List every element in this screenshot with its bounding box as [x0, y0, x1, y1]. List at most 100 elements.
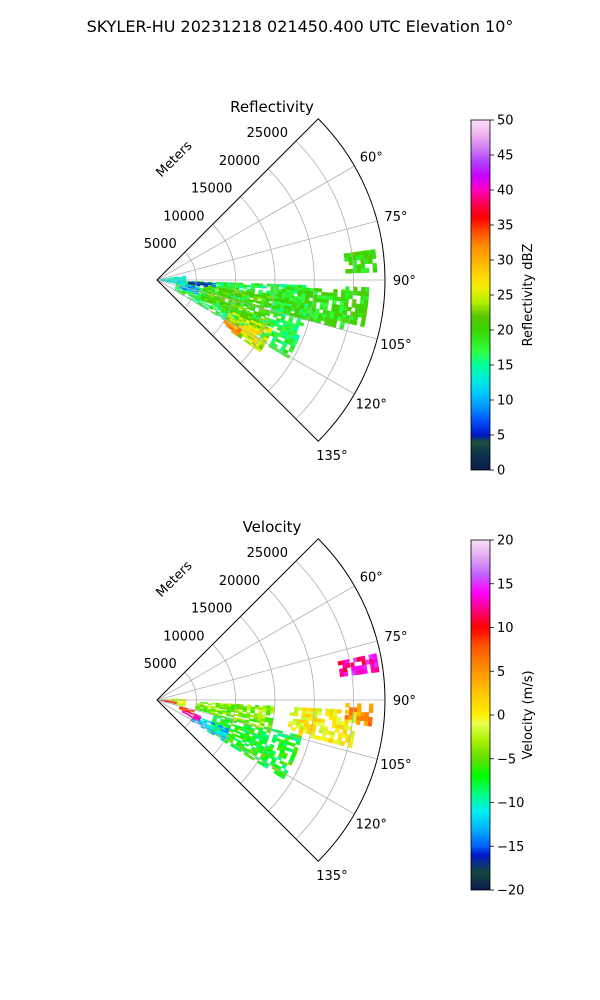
echo-gate [210, 721, 216, 726]
echo-gate [238, 707, 244, 711]
echo-gate [250, 756, 256, 761]
echo-gate [364, 291, 370, 297]
echo-gate [258, 285, 264, 289]
echo-gate [328, 292, 334, 297]
echo-gate [341, 289, 346, 295]
echo-gate [309, 707, 315, 712]
echo-gate [352, 320, 358, 326]
azimuth-gridline [156, 165, 355, 281]
echo-gate [256, 347, 262, 353]
echo-gate [234, 710, 240, 714]
echo-gate [270, 283, 276, 287]
echo-gate [364, 716, 369, 722]
echo-gate [356, 715, 361, 721]
echo-gate [355, 303, 361, 309]
echo-gate [262, 709, 267, 713]
echo-gate [215, 706, 220, 709]
echo-gate [203, 285, 208, 288]
range-tick-label: 25000 [247, 126, 288, 141]
echo-gate [316, 298, 322, 303]
echo-gate [280, 299, 286, 304]
range-axis-label: Meters [154, 558, 196, 600]
echo-gate [324, 295, 330, 301]
echo-gate [244, 742, 250, 747]
azimuth-gridline [156, 640, 378, 701]
echo-gate [328, 716, 334, 721]
echo-gate [174, 280, 179, 282]
azimuth-tick-label: 75° [384, 630, 407, 645]
echo-gate [219, 707, 224, 710]
echo-gate [305, 707, 311, 712]
echo-gate [333, 709, 338, 714]
echo-gate [356, 268, 362, 274]
echo-gate [282, 288, 287, 293]
echo-gate [353, 268, 358, 274]
echo-gate [344, 709, 350, 715]
echo-gate [368, 258, 373, 264]
echo-gate [325, 712, 330, 717]
echo-gate [373, 657, 379, 664]
echo-gate [177, 700, 183, 703]
range-tick-label: 15000 [191, 602, 232, 617]
echo-gate [266, 290, 271, 294]
echo-gate [181, 283, 186, 286]
echo-gate [374, 667, 380, 673]
echo-gate [263, 304, 269, 309]
azimuth-tick-label: 60° [360, 150, 383, 165]
echo-gate [210, 731, 215, 736]
echo-gate [278, 284, 283, 288]
echo-gate [360, 716, 365, 722]
echo-gate [337, 709, 342, 714]
echo-gate [282, 284, 287, 288]
echo-gate [344, 256, 349, 262]
echo-gate [360, 711, 366, 717]
echo-gate [215, 283, 221, 286]
range-tick-label: 5000 [144, 237, 177, 252]
echo-gate [298, 284, 303, 289]
echo-gate [359, 255, 365, 261]
echo-gate [242, 286, 248, 290]
colorbar-tick-label: −10 [497, 796, 524, 811]
echo-gate [363, 300, 369, 306]
azimuth-tick-label: 135° [316, 449, 347, 464]
echo-gate [249, 295, 255, 299]
echo-gate [352, 707, 358, 713]
echo-gate [344, 290, 350, 295]
echo-gate [206, 288, 212, 291]
echo-gate [264, 719, 270, 723]
range-tick-label: 15000 [191, 182, 232, 197]
echo-gate [299, 321, 305, 327]
echo-field [158, 653, 380, 780]
echo-gate [172, 702, 177, 704]
echo-gate [317, 711, 322, 716]
colorbar-tick-label: 15 [497, 359, 514, 374]
echo-gate [248, 718, 254, 722]
echo-gate [287, 760, 293, 766]
echo-gate [305, 290, 311, 295]
azimuth-tick-label: 90° [393, 274, 416, 289]
range-tick-label: 25000 [247, 546, 288, 561]
echo-gate [280, 774, 286, 780]
range-tick-label: 5000 [144, 657, 177, 672]
echo-gate [288, 348, 294, 354]
sector-frame [156, 118, 386, 442]
echo-gate [339, 721, 345, 726]
colorbar [470, 539, 491, 891]
echo-gate [238, 286, 244, 289]
chart-panel-reflectivity: Reflectivity 5000 10000 15000 20000 25000 60° 7… [144, 98, 536, 479]
echo-field [158, 249, 378, 359]
chart-panel-velocity: Velocity 5000 10000 15000 20000 25000 60° 75° 90… [144, 518, 536, 899]
echo-gate [181, 705, 186, 708]
echo-gate [360, 268, 366, 274]
echo-gate [359, 321, 366, 328]
echo-gate [241, 293, 247, 297]
range-tick-label: 10000 [163, 209, 204, 224]
colorbar-tick-label: 20 [497, 324, 514, 339]
echo-gate [296, 298, 302, 303]
echo-gate [290, 742, 296, 748]
echo-gate [199, 702, 205, 704]
echo-gate [211, 284, 216, 287]
echo-gate [355, 251, 361, 257]
colorbar [470, 119, 491, 471]
colorbar-tick-label: 35 [497, 219, 514, 234]
